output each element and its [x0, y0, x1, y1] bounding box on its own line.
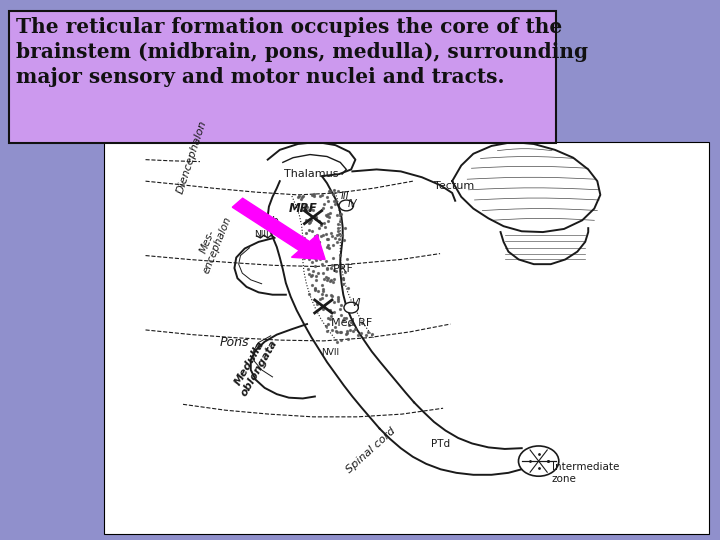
FancyArrow shape — [233, 198, 325, 260]
Text: Diencephalon: Diencephalon — [176, 119, 209, 195]
Text: Mes-
encephalon: Mes- encephalon — [191, 211, 233, 275]
Text: NIII: NIII — [254, 230, 269, 239]
Circle shape — [518, 446, 559, 476]
Text: PRF: PRF — [333, 264, 354, 274]
Text: MRF: MRF — [289, 202, 318, 215]
Text: Med RF: Med RF — [331, 318, 372, 328]
Bar — [104, 142, 709, 534]
Text: NVII: NVII — [321, 348, 339, 357]
Text: III: III — [341, 191, 349, 201]
Text: mb: mb — [261, 216, 279, 226]
Text: Spinal cord: Spinal cord — [344, 426, 397, 475]
Text: Intermediate
zone: Intermediate zone — [552, 462, 619, 484]
Text: Tectum: Tectum — [434, 181, 474, 191]
Text: Medulla
oblongata: Medulla oblongata — [229, 333, 279, 399]
Text: IV: IV — [348, 199, 357, 208]
Text: VI: VI — [351, 298, 361, 308]
Text: Thalamus: Thalamus — [284, 169, 338, 179]
Text: The reticular formation occupies the core of the
brainstem (midbrain, pons, medu: The reticular formation occupies the cor… — [16, 17, 588, 87]
Circle shape — [339, 200, 354, 211]
Text: Pons: Pons — [220, 335, 249, 349]
Text: PTd: PTd — [431, 440, 450, 449]
Circle shape — [344, 302, 359, 313]
FancyBboxPatch shape — [9, 11, 556, 143]
